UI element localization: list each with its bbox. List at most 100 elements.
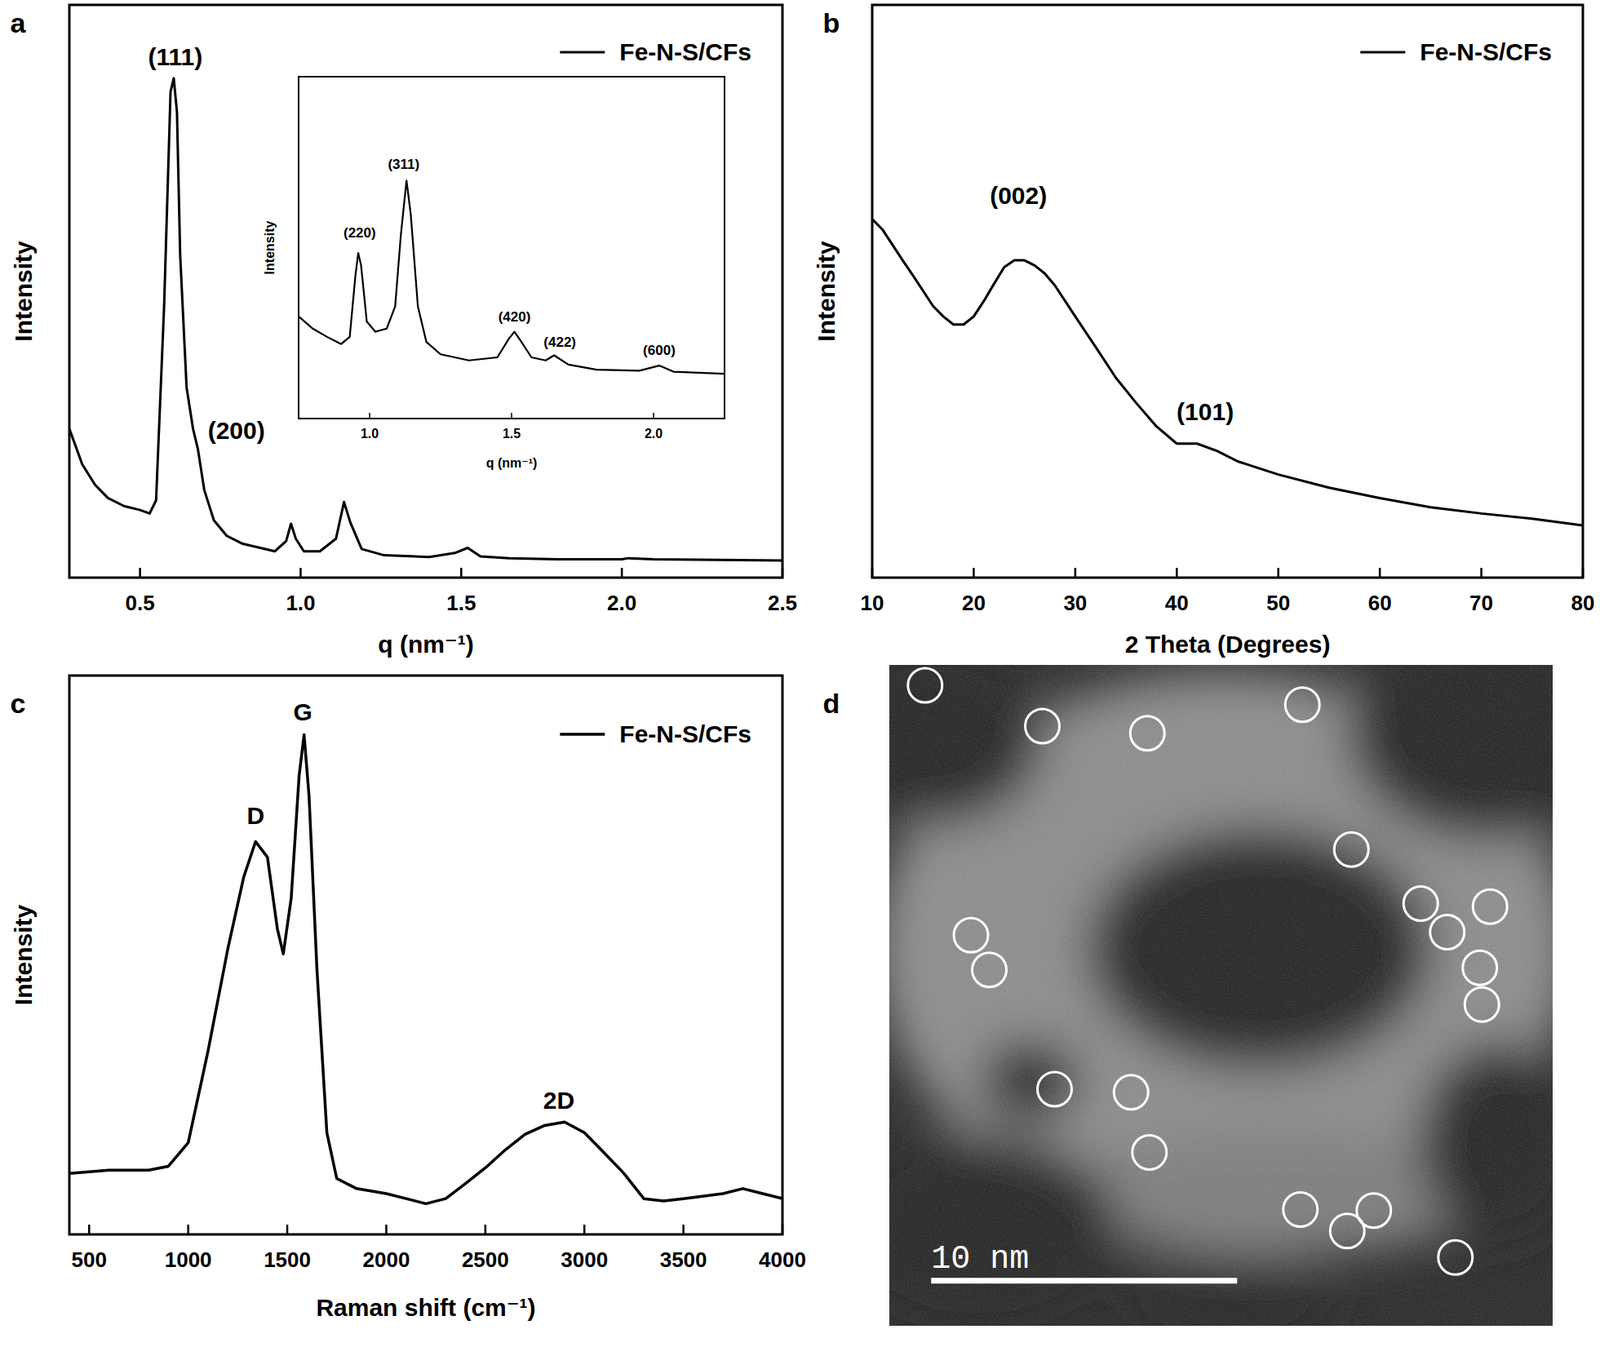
panel: 10203040506070802 Theta (Degrees)Intensi… [812, 4, 1596, 658]
panel: 5001000150020002500300035004000Raman shi… [9, 675, 807, 1321]
x-tick-label: 20 [961, 590, 986, 616]
atom-marker [1462, 950, 1498, 985]
x-tick-label: 1.5 [446, 590, 476, 616]
x-tick-label: 1.0 [360, 426, 379, 441]
x-tick-label: 4000 [758, 1247, 807, 1273]
annotation: (101) [1176, 398, 1234, 426]
atom-marker [1113, 1075, 1148, 1110]
atom-marker [1025, 709, 1060, 744]
x-tick [1582, 567, 1585, 578]
x-tick [652, 412, 655, 419]
atom-marker [1285, 687, 1320, 723]
plot-background [298, 76, 725, 419]
legend-line [1360, 51, 1405, 54]
x-tick [510, 412, 513, 419]
legend: Fe-N-S/CFs [1360, 38, 1552, 66]
x-tick [781, 567, 785, 578]
x-tick [186, 1224, 190, 1235]
atom-marker [1132, 1135, 1167, 1171]
x-tick-label: 3500 [660, 1247, 708, 1273]
x-tick-label: 1500 [263, 1247, 311, 1273]
annotation: (600) [642, 342, 676, 359]
atom-marker [1438, 1240, 1473, 1275]
legend-line [559, 732, 605, 736]
y-axis-title: Intensity [262, 221, 277, 275]
texture [889, 664, 1553, 1326]
x-tick-label: 1.0 [285, 590, 315, 616]
annotation: (311) [387, 156, 420, 173]
x-axis-title: q (nm⁻¹) [486, 456, 538, 470]
x-tick-label: 40 [1165, 590, 1189, 616]
panel-label: a [10, 7, 27, 39]
scale-bar [930, 1277, 1237, 1284]
x-tick-label: 30 [1063, 590, 1087, 616]
atom-marker [1037, 1072, 1073, 1107]
atom-marker [1430, 915, 1465, 950]
x-tick-label: 80 [1571, 590, 1596, 616]
legend-label: Fe-N-S/CFs [619, 720, 752, 748]
x-tick-label: 500 [71, 1247, 107, 1273]
x-tick [682, 1224, 685, 1235]
x-tick-label: 60 [1368, 590, 1392, 616]
x-tick [460, 567, 463, 578]
legend-label: Fe-N-S/CFs [1419, 38, 1552, 66]
y-axis-title: Intensity [9, 240, 37, 342]
x-tick [1378, 567, 1382, 578]
x-tick-label: 10 [860, 590, 885, 616]
line [298, 180, 725, 374]
x-tick [871, 567, 874, 578]
legend-label: Fe-N-S/CFs [619, 38, 752, 66]
plot-background [69, 675, 783, 1235]
plot-background [872, 4, 1583, 578]
x-tick [299, 567, 302, 578]
annotation: (220) [343, 225, 377, 241]
x-tick [1175, 567, 1179, 578]
line [872, 219, 1583, 527]
x-axis-title: q (nm⁻¹) [377, 630, 474, 658]
atom-marker [908, 668, 943, 703]
image-noise [889, 664, 1553, 1326]
micrograph [820, 616, 1600, 1347]
figure: 0.51.01.52.02.5q (nm⁻¹)Intensity(111)(20… [0, 0, 1600, 1347]
atom-marker [1464, 987, 1499, 1022]
x-tick-label: 1000 [164, 1247, 213, 1273]
atom-marker [1334, 832, 1369, 867]
data-group [69, 735, 783, 1205]
atom-marker [953, 917, 989, 953]
atom-marker [1403, 886, 1438, 922]
legend-line [559, 51, 605, 54]
y-axis-title: Intensity [9, 904, 37, 1007]
x-tick-label: 2.0 [644, 426, 663, 441]
x-tick [972, 567, 976, 578]
x-axis-title: 2 Theta (Degrees) [1125, 630, 1331, 658]
x-tick-label: 2500 [461, 1247, 510, 1273]
frame [872, 4, 1583, 578]
x-tick [1480, 567, 1483, 578]
atom-marker [972, 952, 1007, 988]
x-tick-label: 0.5 [125, 590, 156, 616]
atom-marker [1130, 716, 1165, 751]
annotation: (002) [989, 181, 1047, 209]
panel-label: b [823, 7, 841, 39]
x-tick-label: 2.5 [767, 590, 798, 616]
x-tick [620, 567, 624, 578]
x-tick-label: 2.0 [607, 590, 637, 616]
data-group [872, 219, 1583, 527]
panel-label: c [10, 687, 27, 719]
x-tick-label: 1.5 [502, 426, 521, 441]
atom-marker [1472, 889, 1507, 924]
x-tick [583, 1224, 586, 1235]
legend: Fe-N-S/CFs [559, 38, 752, 66]
annotation: 2D [543, 1086, 575, 1114]
panel: 0.51.01.52.02.5q (nm⁻¹)Intensity(111)(20… [9, 4, 798, 658]
frame [69, 675, 783, 1235]
image-background [889, 664, 1553, 1326]
x-tick [1276, 567, 1280, 578]
annotation: G [293, 698, 313, 726]
annotation: (420) [498, 309, 532, 325]
x-axis-title: Raman shift (cm⁻¹) [315, 1294, 536, 1321]
x-tick [286, 1224, 289, 1235]
scale-bar-label: 10 nm [930, 1240, 1029, 1278]
x-tick-label: 70 [1469, 590, 1494, 616]
x-tick-label: 50 [1266, 590, 1290, 616]
